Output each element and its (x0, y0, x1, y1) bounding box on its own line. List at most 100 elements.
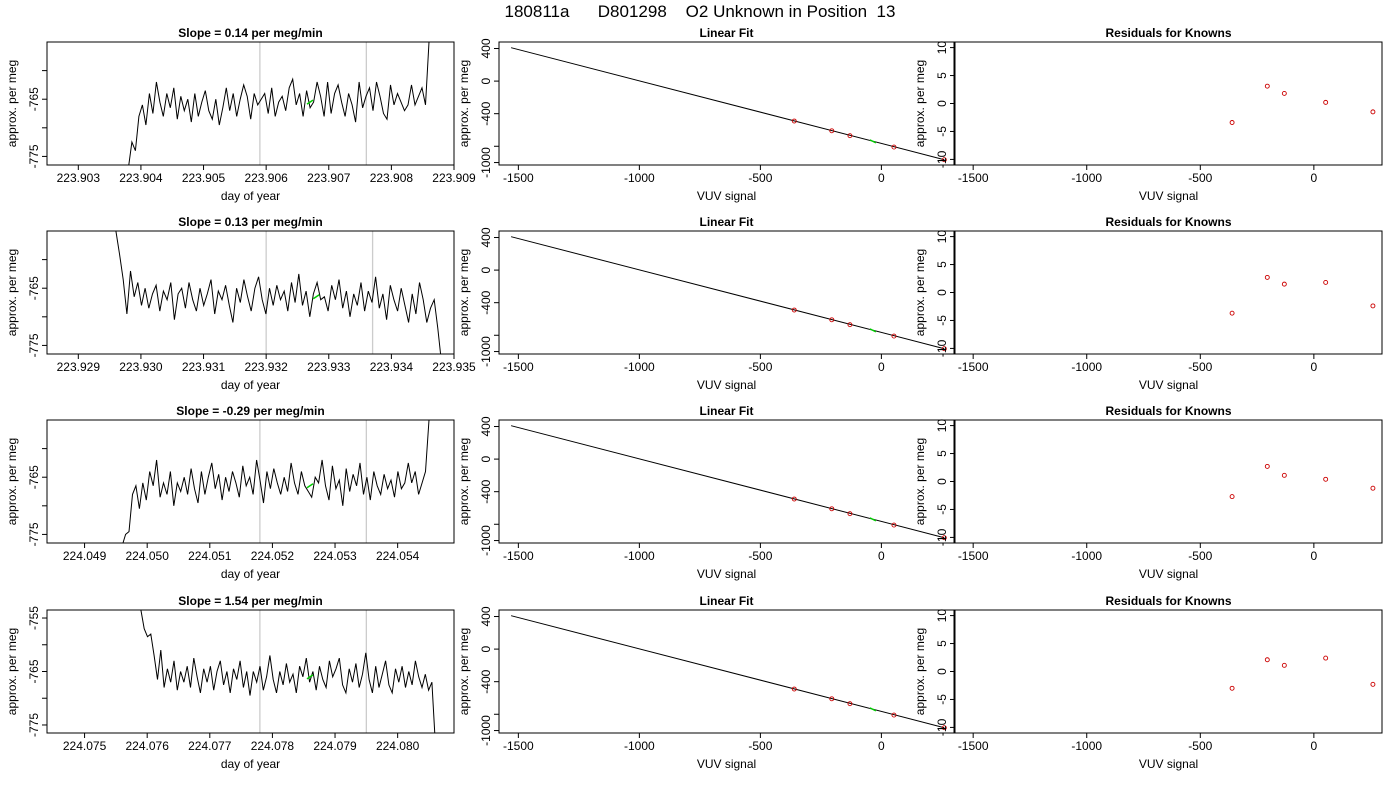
y-tick-label: 0 (479, 266, 493, 273)
x-tick-label: -500 (1188, 360, 1212, 374)
y-tick-label: -5 (935, 126, 949, 137)
x-tick-label: 223.908 (370, 171, 414, 185)
known-point (791, 686, 797, 692)
panel-title: Residuals for Knowns (1105, 404, 1231, 418)
y-axis-label: approx. per meg (457, 438, 471, 525)
fit-line (510, 615, 945, 729)
x-tick-label: 0 (1311, 549, 1318, 563)
y-tick-label: -775 (27, 144, 41, 168)
x-tick-label: 224.052 (251, 549, 295, 563)
unknown-marker (306, 483, 314, 489)
trace-line (128, 42, 430, 165)
known-point (829, 128, 835, 134)
plot-frame (46, 41, 455, 166)
y-tick-label: -400 (479, 669, 493, 693)
y-tick-label: -1000 (479, 147, 493, 178)
known-point (1264, 274, 1270, 280)
known-point (1264, 657, 1270, 663)
y-axis-label: approx. per meg (913, 249, 927, 336)
x-tick-label: -1500 (503, 171, 534, 185)
known-point (941, 346, 947, 352)
fit-line (510, 236, 945, 350)
y-tick-label: 400 (479, 416, 493, 436)
y-tick-label: -775 (27, 333, 41, 357)
x-axis-label: day of year (221, 189, 280, 203)
x-tick-label: -1500 (958, 549, 989, 563)
known-point (1264, 463, 1270, 469)
y-tick-label: 0 (479, 455, 493, 462)
y-tick-label: -775 (27, 522, 41, 546)
x-tick-label: 223.907 (307, 171, 351, 185)
y-tick-label: -765 (27, 659, 41, 683)
x-tick-label: 224.049 (63, 549, 107, 563)
plot-frame (954, 41, 1383, 166)
x-axis-label: day of year (221, 378, 280, 392)
x-tick-label: -500 (748, 549, 772, 563)
unknown-marker (306, 674, 314, 680)
y-axis-label: approx. per meg (913, 438, 927, 525)
known-point (891, 712, 897, 718)
plot-frame (954, 230, 1383, 355)
x-tick-label: 0 (878, 739, 885, 753)
x-tick-label: 223.932 (244, 360, 288, 374)
unknown-point (869, 707, 877, 712)
y-tick-label: -10 (935, 528, 949, 546)
y-tick-label: 400 (479, 606, 493, 626)
known-point (847, 133, 853, 139)
y-tick-label: -1000 (479, 715, 493, 746)
x-tick-label: 223.929 (57, 360, 101, 374)
known-point (941, 157, 947, 163)
known-point (1229, 310, 1235, 316)
panel-title: Linear Fit (699, 594, 753, 608)
known-point (1264, 83, 1270, 89)
x-tick-label: -1500 (503, 739, 534, 753)
x-tick-label: -1000 (1071, 360, 1102, 374)
y-tick-label: -10 (935, 718, 949, 736)
known-point (847, 511, 853, 517)
y-tick-label: -10 (935, 150, 949, 168)
x-tick-label: 0 (1311, 360, 1318, 374)
x-tick-label: 224.051 (188, 549, 232, 563)
y-tick-label: -755 (27, 606, 41, 630)
y-tick-label: -5 (935, 694, 949, 705)
y-tick-label: 400 (479, 227, 493, 247)
unknown-marker (306, 99, 314, 105)
known-point (829, 696, 835, 702)
x-tick-label: 223.903 (57, 171, 101, 185)
y-tick-label: 5 (935, 450, 949, 457)
known-point (1323, 279, 1329, 285)
known-point (1281, 90, 1287, 96)
y-tick-label: 400 (479, 38, 493, 58)
x-tick-label: -500 (748, 360, 772, 374)
unknown-point (869, 328, 877, 333)
y-tick-label: 0 (479, 77, 493, 84)
known-point (1281, 281, 1287, 287)
x-tick-label: -500 (1188, 549, 1212, 563)
x-tick-label: 223.905 (182, 171, 226, 185)
trace-line (122, 420, 430, 543)
x-tick-label: -1500 (503, 360, 534, 374)
y-axis-label: approx. per meg (913, 60, 927, 147)
fit-line (510, 47, 945, 161)
y-tick-label: 5 (935, 72, 949, 79)
y-axis-label: approx. per meg (5, 60, 19, 147)
known-point (847, 701, 853, 707)
plot-frame (46, 609, 455, 734)
x-tick-label: 0 (878, 549, 885, 563)
x-axis-label: VUV signal (697, 378, 756, 392)
y-axis-label: approx. per meg (457, 249, 471, 336)
x-tick-label: -500 (748, 739, 772, 753)
y-tick-label: -765 (27, 87, 41, 111)
y-tick-label: -400 (479, 101, 493, 125)
x-tick-label: 223.930 (119, 360, 163, 374)
x-axis-label: VUV signal (1139, 378, 1198, 392)
x-tick-label: -1000 (624, 360, 655, 374)
x-tick-label: 224.053 (313, 549, 357, 563)
panel-title: Slope = -0.29 per meg/min (176, 404, 324, 418)
x-tick-label: -1500 (958, 739, 989, 753)
trace-line (115, 231, 442, 354)
x-tick-label: -1000 (624, 739, 655, 753)
x-tick-label: -1500 (958, 171, 989, 185)
y-axis-label: approx. per meg (5, 438, 19, 525)
